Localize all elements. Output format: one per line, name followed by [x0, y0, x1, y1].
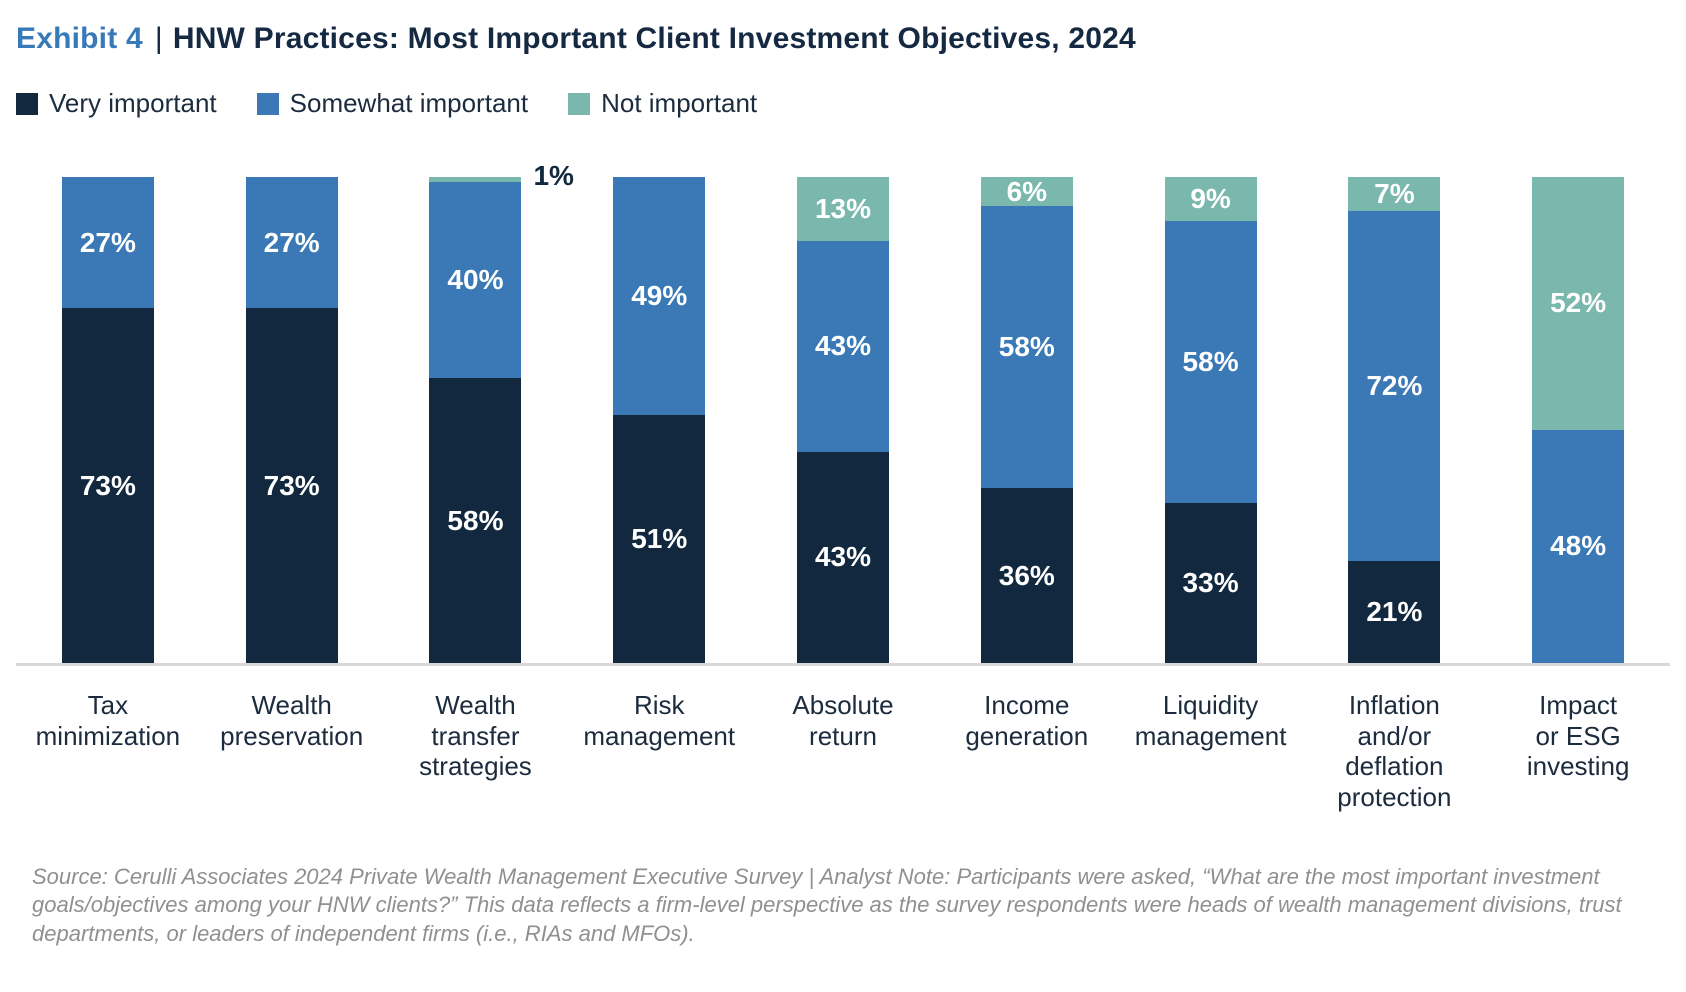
bar-segment: 52%: [1532, 177, 1625, 430]
bar-segment-value: 58%: [447, 504, 504, 536]
page-title: Exhibit 4 | HNW Practices: Most Important …: [16, 22, 1670, 56]
stacked-bar: 49% 51%: [613, 177, 706, 663]
legend-swatch-icon: [568, 92, 591, 115]
exhibit-page: Exhibit 4 | HNW Practices: Most Important …: [16, 22, 1670, 946]
bar-segment-value: 43%: [814, 330, 872, 362]
bar-segment-value: 58%: [1182, 345, 1239, 377]
bar-segment: 49%: [613, 177, 706, 416]
legend-swatch-icon: [16, 92, 38, 115]
legend-label: Somewhat important: [289, 88, 529, 118]
stacked-bar: 52% 48%: [1532, 177, 1625, 663]
bar-segment-value: 1%: [533, 160, 574, 191]
bar-segment-value: 27%: [263, 226, 320, 258]
legend-item: Somewhat important: [256, 88, 529, 119]
bar-segment-value: 36%: [998, 559, 1055, 591]
bar-segment-value: 13%: [814, 192, 872, 224]
bar-column: 7% 72% 21%: [1302, 177, 1486, 663]
bar-segment: 21%: [1348, 560, 1441, 663]
bar-segment-value: 27%: [79, 226, 136, 258]
bar-segment-value: 73%: [263, 469, 320, 501]
category-label: Tax minimization: [35, 690, 181, 751]
bar-segment-value: 49%: [631, 280, 688, 312]
plot-area: 27% 73% 27% 73% 1% 40% 58% 49% 51% 13% 43% 43% 6% 58%…: [16, 162, 1670, 663]
bar-segment-value: 58%: [998, 331, 1055, 363]
legend-label: Not important: [601, 88, 758, 118]
category-label: Wealth transfer strategies: [419, 690, 532, 782]
bar-segment: 40%: [429, 181, 522, 379]
bar-segment-value: 9%: [1190, 182, 1231, 214]
bar-segment-value: 43%: [814, 541, 872, 573]
stacked-bar: 27% 73%: [61, 177, 154, 663]
stacked-bar: 6% 58% 36%: [980, 175, 1073, 663]
bar-column: 13% 43% 43%: [751, 177, 935, 663]
bar-segment: 43%: [797, 451, 890, 663]
bar-segment-value: 6%: [1006, 175, 1048, 207]
bar-segment: 1%: [429, 162, 574, 190]
legend-item: Not important: [568, 88, 757, 119]
bar-segment-value: 73%: [79, 469, 136, 501]
bar-segment: 13%: [797, 177, 890, 241]
bar-segment: 36%: [980, 488, 1073, 663]
category-labels: Tax minimization Wealth preservation Wealt…: [16, 666, 1670, 813]
bar-column: 9% 58% 33%: [1119, 177, 1303, 663]
bar-segment: 58%: [1164, 220, 1257, 503]
bar-column: 1% 40% 58%: [384, 162, 574, 663]
bar-segment: 73%: [61, 308, 154, 663]
category-label: Wealth preservation: [220, 690, 364, 751]
legend-item: Very important: [16, 88, 217, 119]
bar-segment-value: 51%: [631, 523, 688, 555]
bar-segment-value: 52%: [1550, 287, 1607, 319]
stacked-bar: 1% 40% 58%: [429, 162, 574, 663]
bar-segment: 51%: [613, 415, 706, 663]
bar-segment-value: 21%: [1366, 595, 1423, 627]
bar-segment: 48%: [1532, 429, 1625, 663]
bar-segment: 72%: [1348, 211, 1441, 561]
stacked-bar: 27% 73%: [245, 177, 338, 663]
bar-segment-value: 72%: [1366, 369, 1423, 401]
legend: Very important Somewhat important Not impo…: [16, 88, 1670, 119]
stacked-bar: 9% 58% 33%: [1164, 177, 1257, 663]
stacked-bar: 13% 43% 43%: [797, 177, 890, 663]
bar-segment: 27%: [61, 177, 154, 309]
category-label: Impact or ESG investing: [1526, 690, 1630, 782]
bar-segment: 6%: [980, 175, 1073, 207]
bar-segment: 73%: [245, 308, 338, 663]
x-axis-line: [16, 663, 1670, 666]
bar-segment: 58%: [980, 206, 1073, 489]
stacked-bar: 7% 72% 21%: [1348, 177, 1441, 663]
bar-column: 6% 58% 36%: [935, 177, 1119, 663]
bar-column: 27% 73%: [200, 177, 384, 663]
exhibit-number: Exhibit 4: [16, 22, 143, 55]
category-label: Absolute return: [792, 690, 894, 751]
bar-segment-value: 7%: [1374, 178, 1415, 209]
title-separator: |: [154, 22, 163, 55]
category-label: Risk management: [583, 690, 736, 751]
bar-segment: 58%: [429, 378, 522, 663]
bar-segment-value: 33%: [1182, 566, 1239, 598]
bar-segment: 7%: [1348, 177, 1441, 212]
bar-segment-value: 40%: [447, 264, 504, 296]
legend-swatch-icon: [256, 92, 279, 115]
bar-segment-value: 48%: [1550, 530, 1607, 562]
category-label: Inflation and/or deflation protection: [1337, 690, 1452, 813]
title-text: HNW Practices: Most Important Client Inv…: [172, 22, 1136, 55]
bar-column: 27% 73%: [16, 177, 200, 663]
bar-column: 49% 51%: [567, 177, 751, 663]
bar-segment: 27%: [245, 177, 338, 309]
bar-segment: 9%: [1164, 177, 1257, 221]
stacked-bar-chart: 27% 73% 27% 73% 1% 40% 58% 49% 51% 13% 43% 43% 6% 58%…: [16, 162, 1670, 813]
bar-column: 52% 48%: [1486, 177, 1670, 663]
bar-segment: 43%: [797, 240, 890, 452]
bar-segment: 33%: [1164, 502, 1257, 663]
source-footnote: Source: Cerulli Associates 2024 Private …: [32, 863, 1622, 946]
category-label: Liquidity management: [1134, 690, 1287, 751]
category-label: Income generation: [965, 690, 1089, 751]
legend-label: Very important: [49, 88, 217, 118]
